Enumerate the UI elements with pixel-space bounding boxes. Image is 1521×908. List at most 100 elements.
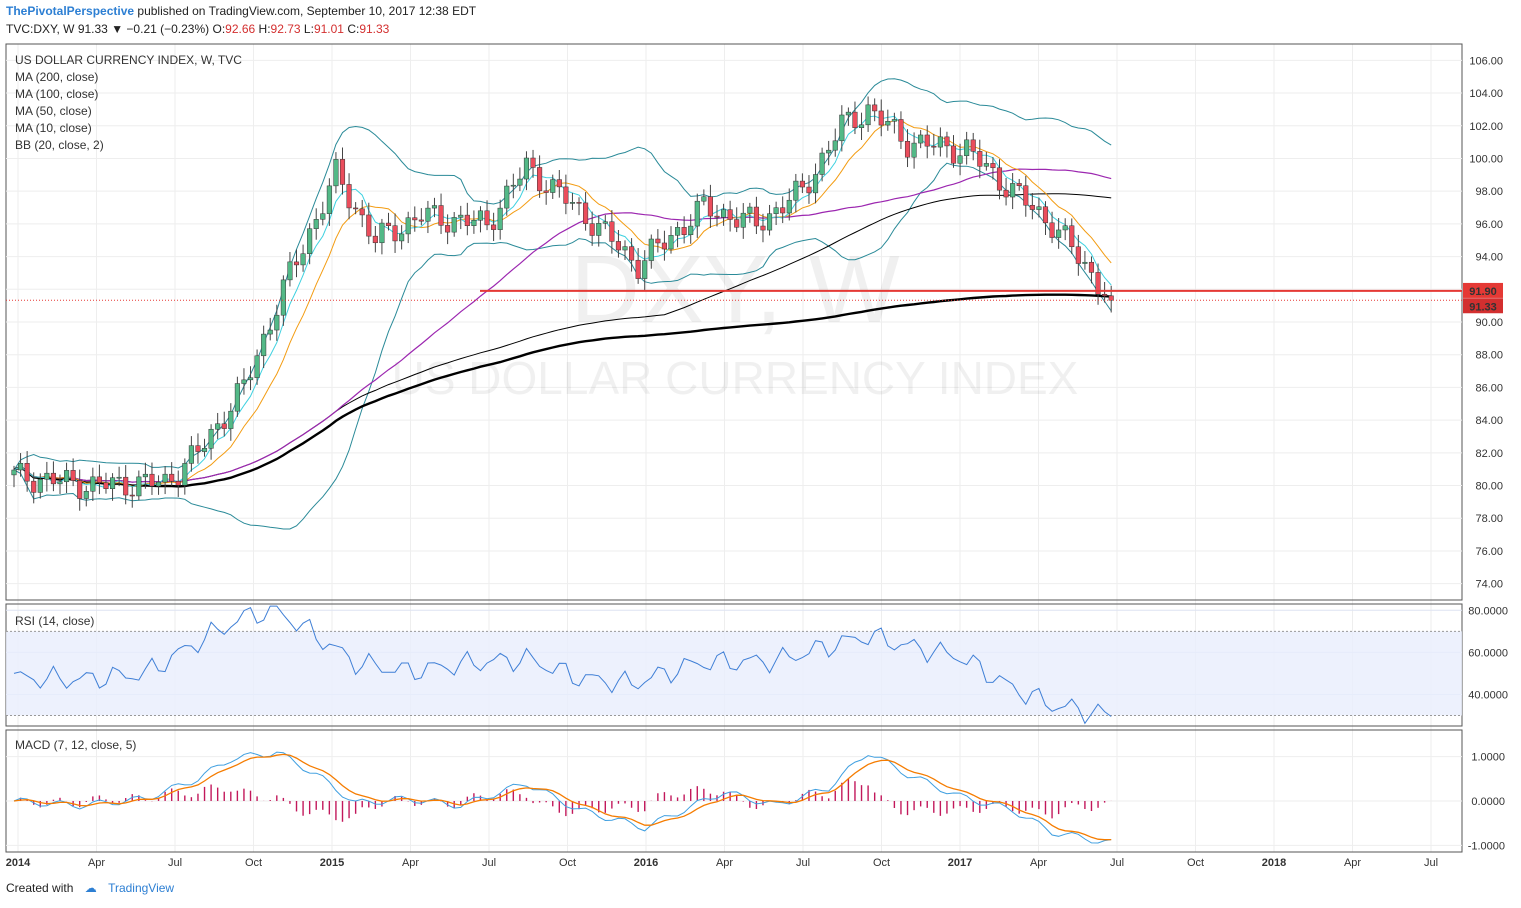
candle [950, 135, 957, 168]
candle-body [819, 152, 825, 175]
candle-body [1023, 185, 1029, 206]
candle-body [228, 410, 234, 429]
candle [878, 99, 884, 137]
y-tick-label: 80.0000 [1468, 605, 1508, 617]
candle-body [175, 481, 181, 486]
ma100-line [13, 193, 1112, 483]
candle-body [734, 219, 740, 228]
tradingview-link[interactable]: TradingView [108, 881, 175, 895]
candle [116, 466, 122, 487]
ohlc-bar: TVC:DXY, W 91.33 ▼ −0.21 (−0.23%) O:92.6… [6, 21, 389, 38]
candle-body [721, 209, 727, 218]
candle [320, 201, 326, 226]
ma-fast-line [13, 115, 1112, 489]
candle [188, 436, 194, 472]
candle-body [385, 222, 392, 226]
rsi-line [13, 605, 1112, 725]
candle [333, 152, 339, 194]
candle [471, 210, 477, 234]
candle [569, 192, 576, 210]
candle [464, 202, 470, 236]
candle [635, 248, 641, 284]
symbol-label: TVC:DXY, W [6, 22, 75, 36]
candle-body [24, 462, 30, 482]
candle [609, 210, 615, 254]
candle [399, 225, 405, 250]
candle [583, 192, 589, 231]
candle-body [359, 208, 365, 216]
candle [694, 193, 700, 238]
x-tick-label: 2018 [1262, 857, 1286, 869]
high-label: H: [258, 22, 271, 36]
candle-body [583, 202, 589, 224]
candle-body [90, 476, 96, 492]
candle [50, 461, 56, 492]
candle [931, 133, 937, 156]
candle-body [556, 179, 562, 188]
candle-body [996, 167, 1003, 191]
candle-body [136, 476, 142, 497]
y-tick-label: 106.00 [1469, 55, 1503, 67]
price-pane[interactable] [6, 78, 1462, 530]
candle [136, 470, 142, 501]
candle [162, 466, 168, 495]
candle-body [944, 136, 950, 147]
candle-body [307, 228, 313, 254]
candle-body [740, 212, 746, 228]
candle-body [247, 377, 254, 381]
candle [904, 129, 911, 168]
x-tick-label: 2014 [6, 857, 31, 869]
candle [983, 151, 989, 171]
candle [510, 173, 516, 199]
candle [37, 473, 43, 499]
candle [307, 223, 313, 265]
x-tick-label: Jul [1110, 857, 1124, 869]
rsi-pane[interactable] [6, 605, 1462, 725]
candle-body [425, 207, 431, 222]
price-change: −0.21 (−0.23%) [126, 22, 210, 36]
candle-body [458, 214, 464, 218]
open-label: O: [212, 22, 226, 36]
candle-body [169, 473, 175, 482]
y-tick-label: 74.00 [1475, 579, 1503, 591]
macd-pane[interactable] [13, 751, 1112, 844]
candle-body [970, 139, 976, 152]
tradingview-logo-icon[interactable]: ☁ [84, 881, 97, 895]
candle [858, 112, 865, 140]
candle [602, 214, 608, 230]
candle-body [957, 155, 963, 164]
candle [484, 200, 490, 231]
x-tick-label: Jul [1424, 857, 1438, 869]
candle [589, 211, 595, 246]
signal-line [13, 753, 1112, 841]
candle-body [372, 235, 378, 244]
y-tick-label: 76.00 [1475, 546, 1503, 558]
candle-body [70, 470, 76, 481]
candle-body [379, 222, 385, 244]
candle [418, 208, 424, 226]
chart-header: ThePivotalPerspective published on Tradi… [6, 3, 476, 20]
candle-body [477, 210, 484, 221]
candle [543, 180, 549, 205]
x-tick-label: 2015 [320, 857, 344, 869]
author-link[interactable]: ThePivotalPerspective [6, 4, 135, 18]
candle [1062, 218, 1068, 241]
price-label-box [1463, 282, 1503, 298]
candle-body [569, 202, 576, 204]
y-tick-label: 1.0000 [1471, 752, 1505, 764]
candle-body [911, 142, 917, 158]
candle-body [215, 423, 221, 430]
candle [504, 179, 510, 216]
candle-body [57, 481, 63, 485]
candle [182, 458, 188, 495]
candle [175, 470, 181, 497]
candle-body [208, 428, 214, 449]
candle-body [760, 225, 766, 231]
candle-body [96, 476, 102, 483]
candle-body [1049, 222, 1055, 238]
candle-body [773, 207, 779, 214]
candle-body [806, 186, 812, 194]
candle-body [1016, 183, 1022, 186]
candle [497, 199, 503, 240]
